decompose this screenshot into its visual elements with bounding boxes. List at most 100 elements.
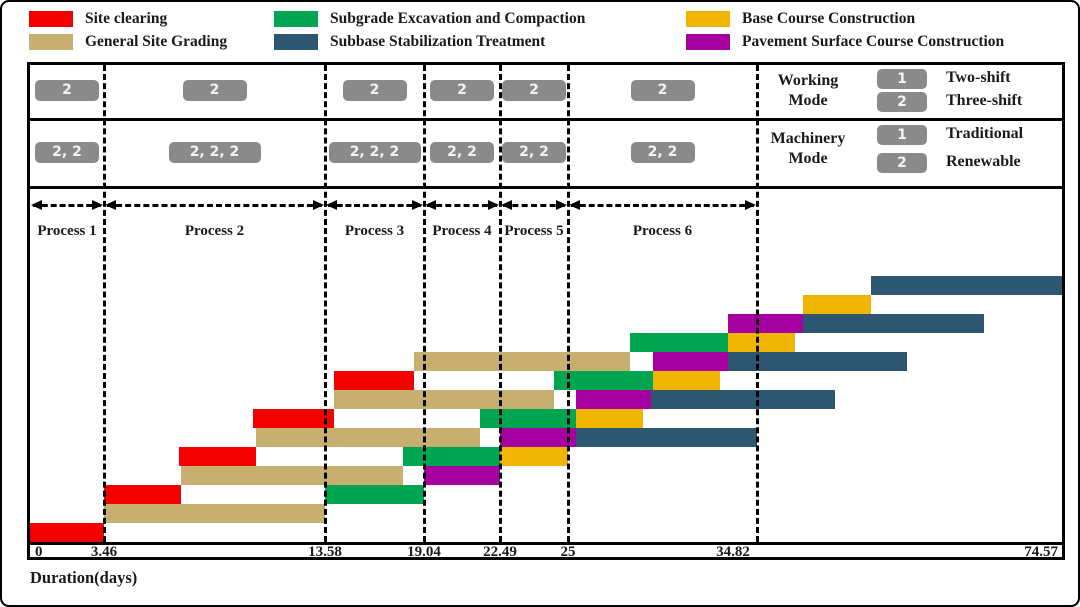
working-mode-badge-1: 1	[877, 69, 927, 89]
gantt-bar-section4-clearing	[253, 409, 335, 428]
legend-item: Subgrade Excavation and Compaction	[274, 10, 674, 28]
working-mode-label-two-shift: Two-shift	[946, 69, 1011, 86]
axis-tick-label-19.04: 19.04	[407, 544, 441, 560]
machinery-mode-badge-1: 1	[877, 125, 927, 145]
gantt-bar-section5-base	[802, 295, 872, 314]
gantt-bar-section3-grading	[255, 428, 481, 447]
gantt-bar-section2-grading	[181, 466, 404, 485]
legend-label: Site clearing	[85, 10, 168, 27]
subbase-legend-swatch	[274, 34, 318, 50]
process-label: Process 3	[344, 223, 405, 239]
arrow-left-head	[569, 200, 580, 210]
machinery-mode-count-badge: 2, 2	[35, 142, 99, 163]
legend-label: Pavement Surface Course Construction	[742, 33, 1005, 50]
gantt-bar-section3-subbase	[727, 352, 908, 371]
process-boundary-line-25	[566, 65, 570, 542]
gantt-bar-section2-subbase	[650, 390, 836, 409]
machinery-mode-badge-2: 2	[877, 153, 927, 173]
process-label: Process 4	[432, 223, 492, 239]
gantt-bar-section1-subbase	[575, 428, 757, 447]
arrow-right-head	[488, 200, 499, 210]
working-mode-title: Working Mode	[777, 72, 839, 109]
gantt-bar-section2-subgrade	[403, 447, 500, 466]
gantt-bar-section1-grading	[104, 504, 325, 523]
activity-legend: Site clearing General Site Grading Subgrad…	[2, 2, 1078, 60]
working-mode-count-badge: 2	[342, 80, 407, 101]
gantt-bar-section4-base	[727, 333, 796, 352]
gantt-bar-section3-clearing	[179, 447, 256, 466]
gantt-bar-section3-base	[652, 371, 721, 390]
chart-box: 2 2, 2 2 2, 2, 2 2 2, 2, 2 2 2, 2 2 2, 2 2 2, 2 Proc…	[27, 62, 1065, 560]
working-mode-count-badge: 2	[430, 80, 494, 101]
axis-tick-label-74.57: 74.57	[1024, 544, 1058, 560]
gantt-bar-section5-subgrade	[629, 333, 728, 352]
axis-title: Duration(days)	[30, 568, 138, 587]
gantt-bar-section4-grading	[334, 390, 555, 409]
grading-legend-swatch	[29, 34, 73, 50]
process-duration-arrow	[569, 200, 756, 210]
gantt-bar-section4-subbase	[802, 314, 984, 333]
legend-label: Subgrade Excavation and Compaction	[330, 10, 586, 27]
machinery-mode-count-badge: 2, 2	[630, 142, 695, 163]
working-mode-count-badge: 2	[630, 80, 695, 101]
process-duration-arrow	[105, 200, 324, 210]
working-mode-count-badge: 2	[35, 80, 99, 101]
process-boundary-line-34.82	[755, 65, 759, 542]
gantt-bar-section3-pavement	[575, 390, 651, 409]
legend-item: General Site Grading	[29, 33, 429, 51]
machinery-mode-label-traditional: Traditional	[946, 125, 1024, 142]
process-duration-arrow	[326, 200, 423, 210]
legend-item: Base Course Construction	[686, 10, 1078, 28]
working-mode-count-badge: 2	[182, 80, 247, 101]
gantt-bar-section2-base	[575, 409, 644, 428]
arrow-left-head	[326, 200, 337, 210]
legend-item: Site clearing	[29, 10, 429, 28]
arrow-right-head	[412, 200, 423, 210]
process-boundary-line-19.04	[422, 65, 426, 542]
arrow-left-head	[31, 200, 42, 210]
machinery-row-divider	[30, 186, 1062, 189]
gantt-bar-section4-subgrade	[554, 371, 653, 390]
working-mode-count-badge: 2	[502, 80, 566, 101]
working-row-divider	[30, 118, 1062, 121]
axis-tick-label-22.49: 22.49	[483, 544, 517, 560]
gantt-bar-section5-subbase	[871, 276, 1062, 295]
process-boundary-line-3.46	[102, 65, 106, 542]
gantt-bar-section4-pavement	[652, 352, 728, 371]
pavement-legend-swatch	[686, 34, 730, 50]
gantt-bar-section1-subgrade	[325, 485, 424, 504]
axis-line	[30, 542, 1062, 545]
gantt-bar-section2-pavement	[500, 428, 576, 447]
base-legend-swatch	[686, 11, 730, 27]
arrow-right-head	[556, 200, 567, 210]
gantt-bar-section5-grading	[414, 352, 630, 371]
arrow-right-head	[313, 200, 324, 210]
process-label: Process 2	[184, 223, 245, 239]
subgrade-legend-swatch	[274, 11, 318, 27]
process-duration-arrow	[31, 200, 103, 210]
legend-item: Subbase Stabilization Treatment	[274, 33, 674, 51]
clearing-legend-swatch	[29, 11, 73, 27]
machinery-mode-count-badge: 2, 2, 2	[328, 142, 421, 163]
process-boundary-line-22.49	[498, 65, 502, 542]
arrow-left-head	[425, 200, 436, 210]
legend-label: General Site Grading	[85, 33, 228, 50]
arrow-right-head	[745, 200, 756, 210]
machinery-mode-count-badge: 2, 2	[502, 142, 566, 163]
process-duration-arrow	[425, 200, 499, 210]
process-boundary-line-13.58	[323, 65, 327, 542]
working-mode-label-three-shift: Three-shift	[946, 92, 1023, 109]
gantt-bar-section5-clearing	[334, 371, 415, 390]
process-label: Process 1	[37, 223, 97, 239]
axis-tick-label-34.82: 34.82	[716, 544, 750, 560]
axis-tick-label-25: 25	[560, 544, 576, 560]
axis-tick-label-13.58: 13.58	[308, 544, 342, 560]
gantt-bar-section2-clearing	[104, 485, 182, 504]
working-mode-badge-2: 2	[877, 92, 927, 112]
machinery-mode-title: Machinery Mode	[770, 130, 846, 167]
gantt-bar-section1-base	[500, 447, 568, 466]
arrow-left-head	[501, 200, 512, 210]
process-duration-arrow	[501, 200, 567, 210]
axis-tick-label-0: 0	[35, 544, 43, 560]
